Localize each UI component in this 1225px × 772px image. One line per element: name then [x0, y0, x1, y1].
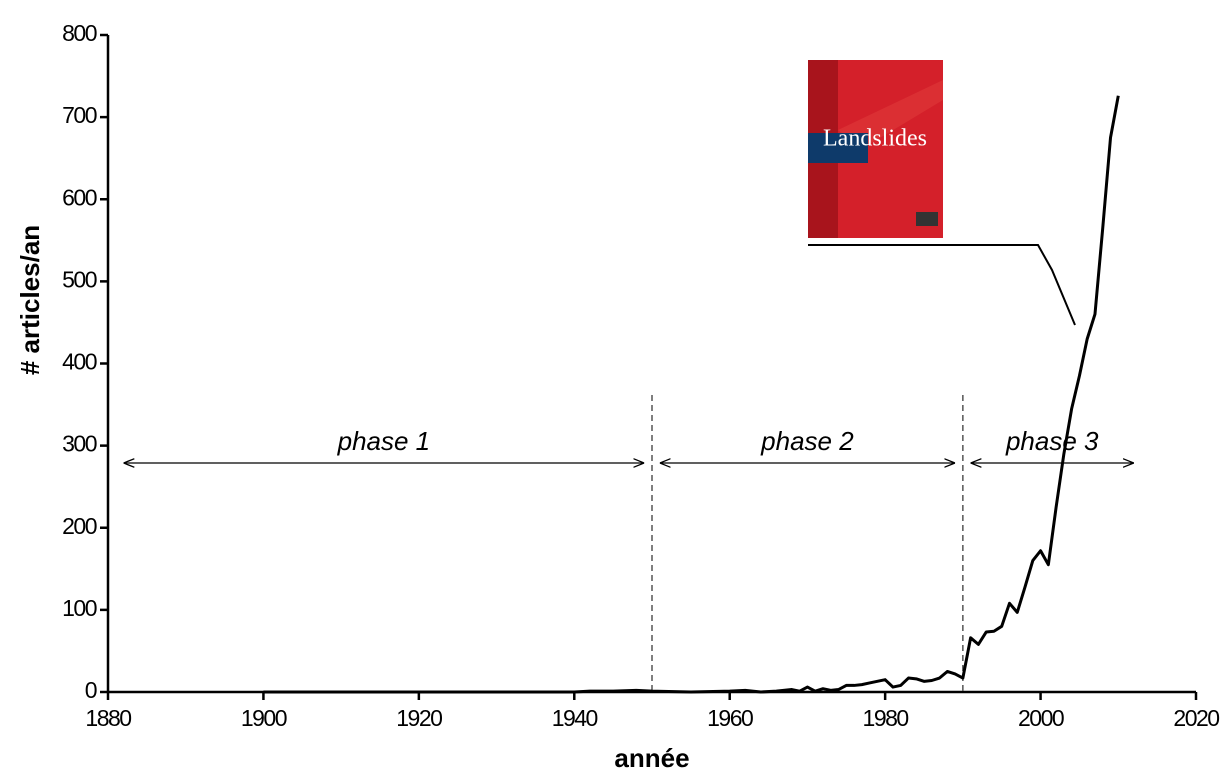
y-tick-label: 300	[62, 431, 97, 457]
callout-line	[808, 244, 1076, 326]
phase-label: phase 2	[760, 426, 854, 456]
x-tick-label: 2020	[1173, 705, 1219, 731]
x-tick-label: 1940	[552, 705, 598, 731]
journal-cover: Landslides	[808, 60, 1076, 326]
y-tick-label: 600	[62, 184, 97, 210]
y-tick-label: 100	[62, 595, 97, 621]
cover-block	[808, 133, 868, 163]
cover-logo	[916, 212, 938, 226]
x-tick-label: 1920	[396, 705, 442, 731]
x-tick-label: 1960	[707, 705, 753, 731]
x-axis-label: année	[614, 743, 689, 772]
y-tick-label: 400	[62, 349, 97, 375]
phase-label: phase 1	[337, 426, 431, 456]
phase-label: phase 3	[1005, 426, 1099, 456]
x-tick-label: 1880	[85, 705, 131, 731]
y-tick-label: 500	[62, 266, 97, 292]
y-tick-label: 800	[62, 20, 97, 46]
x-tick-label: 1900	[241, 705, 287, 731]
y-tick-label: 200	[62, 513, 97, 539]
y-axis-label: # articles/an	[15, 225, 45, 375]
cover-stripe	[838, 80, 943, 150]
data-line	[263, 95, 1120, 694]
y-tick-label: 700	[62, 102, 97, 128]
cover-title: Landslides	[823, 126, 927, 152]
x-tick-label: 1980	[863, 705, 909, 731]
y-tick-label: 0	[85, 677, 97, 703]
x-tick-label: 2000	[1018, 705, 1064, 731]
